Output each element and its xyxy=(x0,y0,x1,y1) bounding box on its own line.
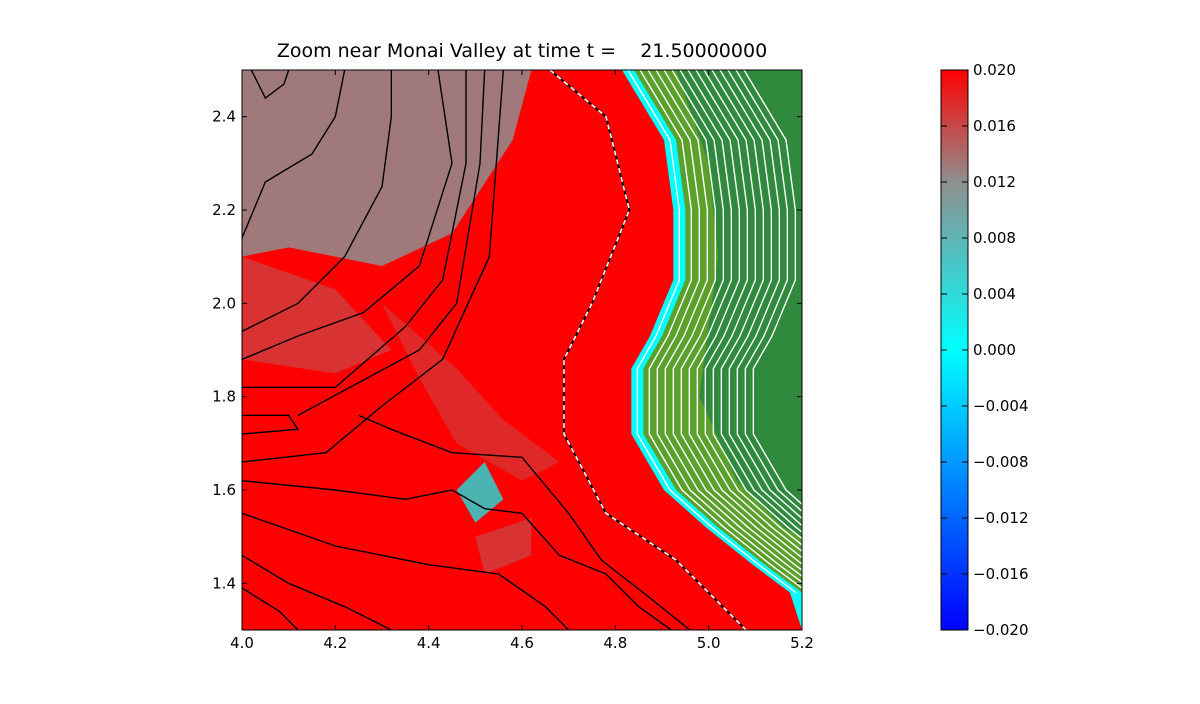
plot-area xyxy=(242,70,802,630)
land-contour-14 xyxy=(743,70,802,506)
colorbar-tick-label: 0.000 xyxy=(973,341,1016,359)
dry-land-inland xyxy=(676,70,802,537)
colorbar-tick-label: 0.012 xyxy=(973,173,1016,191)
land-contour-0 xyxy=(627,70,797,594)
water-contour-10 xyxy=(242,512,570,630)
land-contour-9 xyxy=(703,70,802,540)
water-contour-4 xyxy=(242,70,467,389)
colorbar-tick-label: −0.020 xyxy=(973,621,1029,639)
land-contour-7 xyxy=(687,70,802,553)
land-contour-6 xyxy=(679,70,802,559)
x-tick-label: 5.0 xyxy=(697,634,721,652)
colorbar-tick-label: −0.004 xyxy=(973,397,1029,415)
chart-title: Zoom near Monai Valley at time t = 21.50… xyxy=(276,40,768,62)
y-tick-label: 1.8 xyxy=(212,388,236,406)
plot-axes: 4.0 4.2 4.4 4.6 4.8 5.0 5.2 1.4 1.6 1.8 2.0 2.2 2.4 xyxy=(212,69,814,652)
land-contour-1 xyxy=(639,70,802,590)
water-contour-6 xyxy=(242,414,300,435)
colorbar-tick-label: 0.004 xyxy=(973,285,1016,303)
water-contour-12 xyxy=(242,587,299,630)
field-gray-region xyxy=(242,70,532,266)
land-contour-8 xyxy=(695,70,802,546)
colorbar-tick-label: −0.012 xyxy=(973,509,1029,527)
colorbar-tick-label: −0.008 xyxy=(973,453,1029,471)
colorbar-tick-label: 0.008 xyxy=(973,229,1016,247)
water-contour-0 xyxy=(250,70,290,100)
field-gray-band xyxy=(382,303,560,481)
y-tick-label: 2.4 xyxy=(212,108,236,126)
x-tick-label: 4.2 xyxy=(323,634,347,652)
water-contour-11 xyxy=(242,554,392,630)
land-contour-13 xyxy=(735,70,802,513)
water-contour-7 xyxy=(242,70,505,463)
water-contour-9 xyxy=(358,414,691,630)
shoreline-contour-dash xyxy=(549,70,747,630)
x-tick-label: 4.4 xyxy=(417,634,441,652)
colorbar-tick-label: 0.020 xyxy=(973,61,1016,79)
y-tick-label: 1.6 xyxy=(212,481,236,499)
colorbar-tick-label: −0.016 xyxy=(973,565,1029,583)
x-tick-label: 5.2 xyxy=(790,634,814,652)
water-contour-2 xyxy=(242,70,393,332)
y-tick-label: 2.0 xyxy=(212,294,236,312)
water-contour-1 xyxy=(242,70,346,239)
x-tick-label: 4.0 xyxy=(230,634,254,652)
land-contour-2 xyxy=(647,70,802,584)
y-tick-label: 1.4 xyxy=(212,574,236,592)
water-contour-8 xyxy=(242,479,672,630)
x-tick-label: 4.8 xyxy=(603,634,627,652)
y-tick-label: 2.2 xyxy=(212,201,236,219)
colorbar: 0.020 0.016 0.012 0.008 0.004 0.000 −0.004 −0.0… xyxy=(940,61,1029,639)
land-contour-4 xyxy=(663,70,802,572)
x-tick-label: 4.6 xyxy=(510,634,534,652)
colorbar-tick-label: 0.016 xyxy=(973,117,1016,135)
land-contour-11 xyxy=(719,70,802,527)
land-contour-5 xyxy=(671,70,802,566)
water-contour-5 xyxy=(297,70,486,416)
water-contour-3 xyxy=(242,70,453,360)
land-contour-12 xyxy=(727,70,802,520)
field-cyan-spot xyxy=(456,462,504,523)
land-contour-10 xyxy=(711,70,802,534)
field-gray-spot xyxy=(475,518,532,574)
land-contour-3 xyxy=(655,70,802,578)
